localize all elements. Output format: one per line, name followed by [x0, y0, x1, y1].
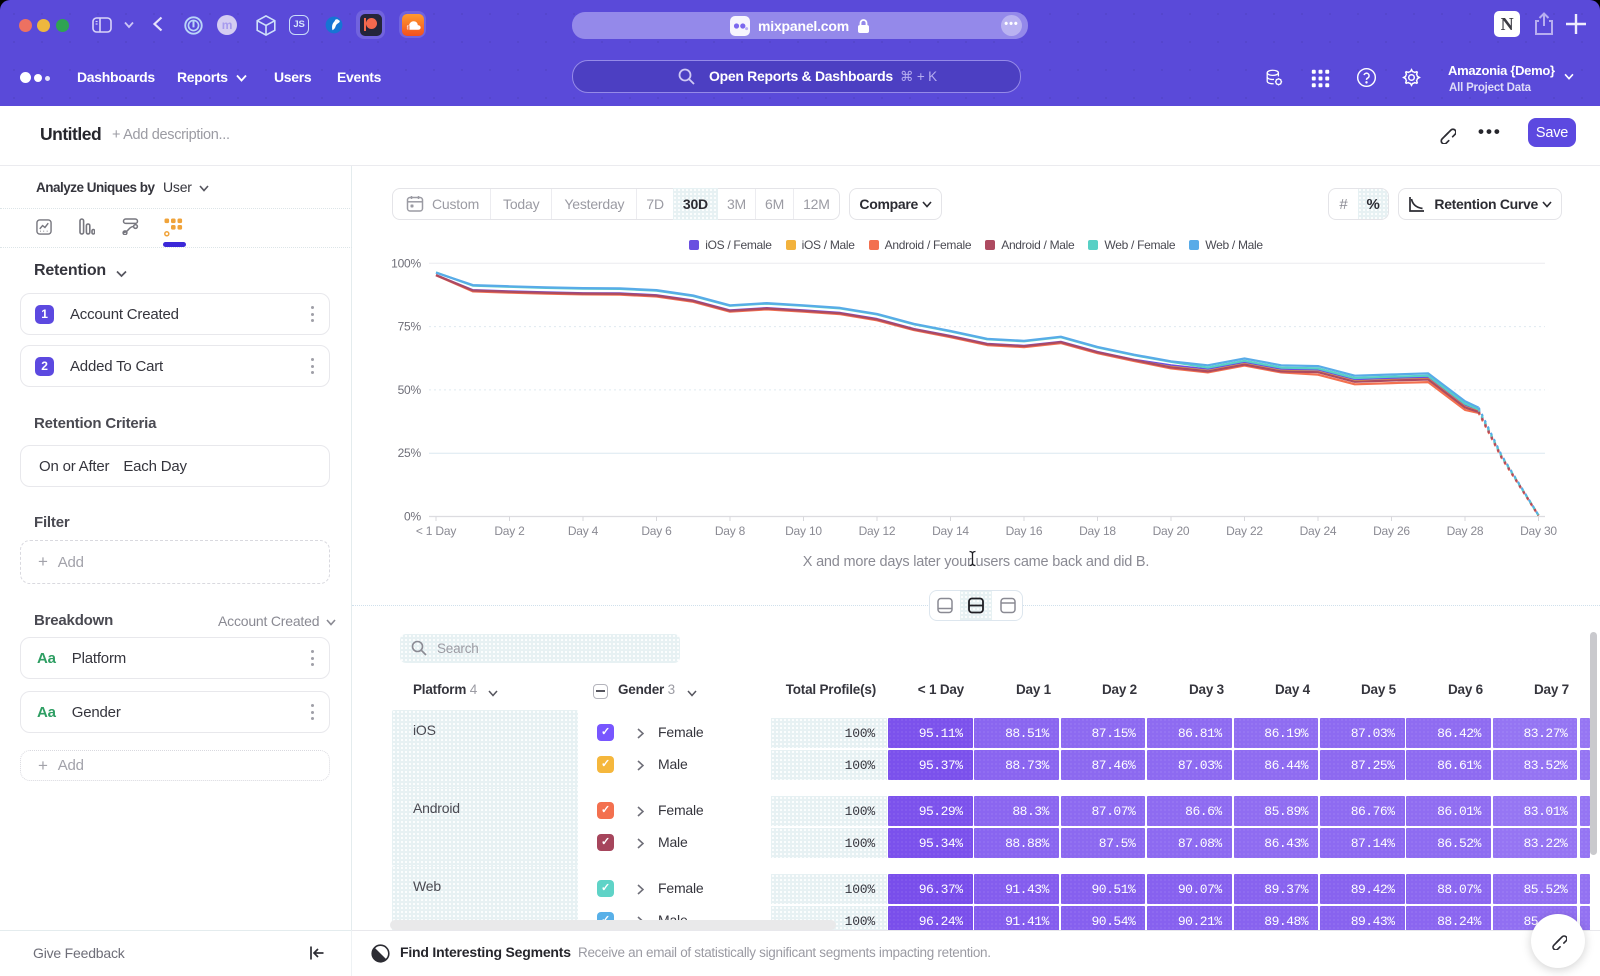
svg-text:Day 8: Day 8: [715, 524, 746, 538]
svg-text:Day 26: Day 26: [1373, 524, 1410, 538]
svg-text:Day 2: Day 2: [494, 524, 525, 538]
svg-text:100%: 100%: [391, 256, 421, 270]
svg-text:50%: 50%: [398, 383, 422, 397]
svg-text:< 1 Day: < 1 Day: [416, 524, 456, 538]
svg-text:Day 10: Day 10: [785, 524, 822, 538]
svg-text:25%: 25%: [398, 446, 422, 460]
svg-text:75%: 75%: [398, 320, 422, 334]
svg-text:Day 14: Day 14: [932, 524, 969, 538]
svg-text:Day 20: Day 20: [1153, 524, 1190, 538]
svg-text:Day 18: Day 18: [1079, 524, 1116, 538]
svg-text:Day 12: Day 12: [859, 524, 896, 538]
svg-text:Day 16: Day 16: [1006, 524, 1043, 538]
svg-text:Day 4: Day 4: [568, 524, 599, 538]
svg-text:Day 22: Day 22: [1226, 524, 1263, 538]
svg-text:Day 24: Day 24: [1300, 524, 1337, 538]
svg-text:0%: 0%: [404, 510, 421, 524]
svg-text:Day 6: Day 6: [641, 524, 672, 538]
svg-text:Day 30: Day 30: [1520, 524, 1557, 538]
svg-text:Day 28: Day 28: [1447, 524, 1484, 538]
